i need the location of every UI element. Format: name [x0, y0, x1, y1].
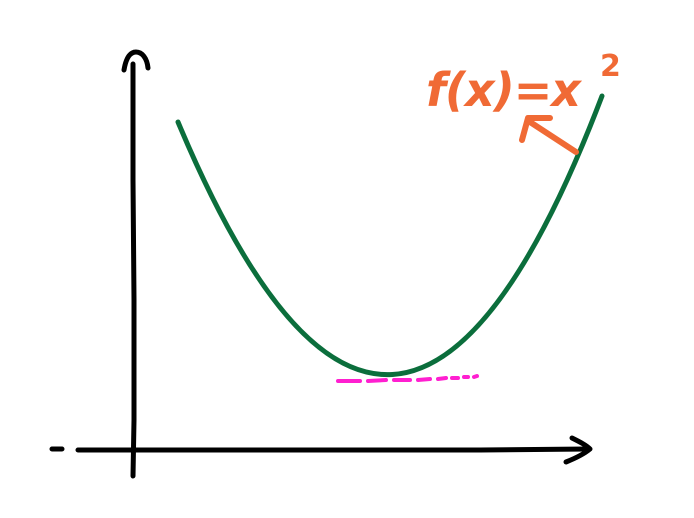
x-axis-line	[49, 446, 591, 453]
x-axis	[49, 435, 593, 465]
function-exponent: 2	[600, 49, 621, 84]
arrowhead-up-icon	[121, 49, 151, 73]
function-label: f(x)=x	[426, 63, 582, 117]
y-axis	[121, 49, 151, 479]
arrowhead-right-icon	[563, 435, 593, 465]
y-axis-line	[130, 61, 137, 479]
tangent-line	[336, 374, 479, 383]
arrow-icon	[519, 115, 579, 155]
parabola-curve	[175, 93, 605, 378]
